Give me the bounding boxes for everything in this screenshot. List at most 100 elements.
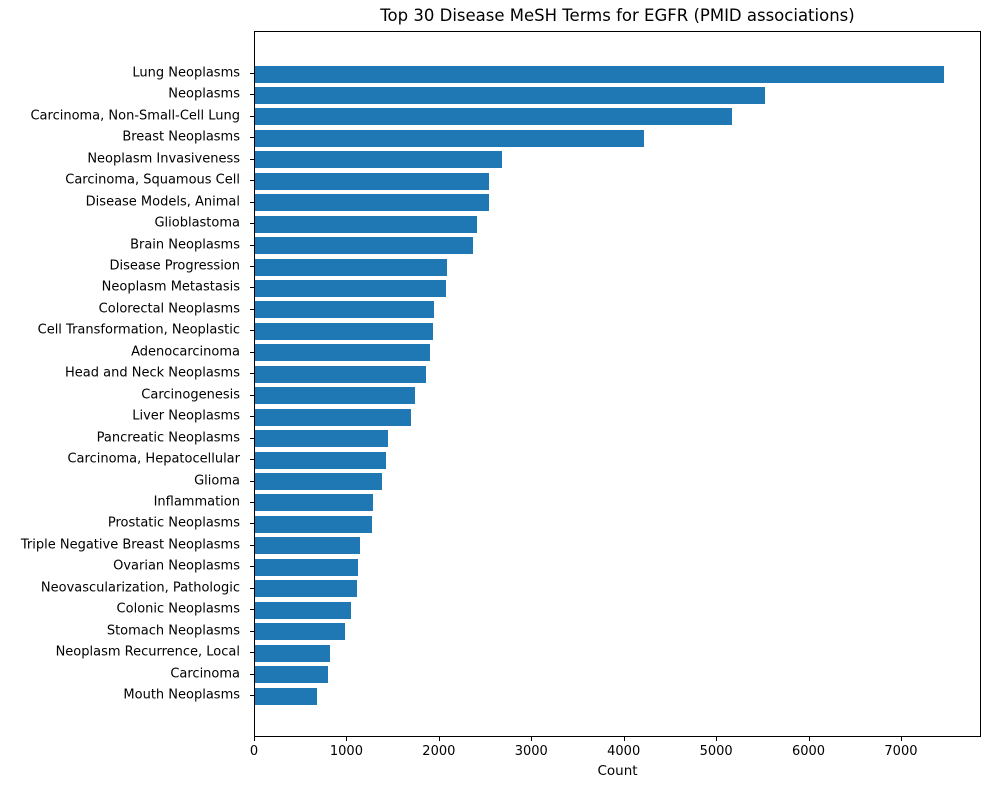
chart-title: Top 30 Disease MeSH Terms for EGFR (PMID…: [380, 6, 855, 25]
y-tick-mark: [250, 587, 254, 589]
bar-pancreatic-neoplasms: [255, 430, 389, 448]
bar-head-and-neck-neoplasms: [255, 365, 427, 383]
x-tick-label: 7000: [884, 744, 918, 759]
y-tick-label: Mouth Neoplasms: [123, 687, 240, 703]
bar-prostatic-neoplasms: [255, 515, 373, 533]
y-tick-label: Triple Negative Breast Neoplasms: [20, 537, 240, 553]
x-tick-mark: [808, 737, 810, 741]
y-tick-mark: [250, 115, 254, 117]
x-tick-label: 5000: [699, 744, 733, 759]
y-tick-label: Head and Neck Neoplasms: [65, 365, 240, 381]
bar-adenocarcinoma: [255, 344, 430, 362]
x-tick-mark: [716, 737, 718, 741]
y-tick-label: Glioblastoma: [154, 215, 240, 231]
y-tick-label: Carcinogenesis: [141, 387, 240, 403]
y-tick-label: Liver Neoplasms: [132, 408, 240, 424]
y-tick-label: Inflammation: [153, 494, 240, 510]
y-tick-mark: [250, 544, 254, 546]
y-tick-label: Carcinoma, Hepatocellular: [67, 451, 240, 467]
y-tick-mark: [250, 373, 254, 375]
y-tick-label: Cell Transformation, Neoplastic: [37, 322, 240, 338]
y-tick-mark: [250, 673, 254, 675]
x-tick-mark: [623, 737, 625, 741]
bar-inflammation: [255, 494, 373, 512]
bar-mouth-neoplasms: [255, 687, 317, 705]
y-tick-label: Prostatic Neoplasms: [107, 515, 240, 531]
y-tick-label: Brain Neoplasms: [130, 237, 240, 253]
y-tick-label: Colonic Neoplasms: [116, 601, 240, 617]
x-tick-label: 3000: [514, 744, 548, 759]
bar-carcinogenesis: [255, 387, 415, 405]
bar-carcinoma-non-small-cell-lung: [255, 108, 732, 126]
y-tick-label: Disease Progression: [109, 258, 240, 274]
bar-neoplasm-recurrence-local: [255, 644, 331, 662]
y-tick-mark: [250, 137, 254, 139]
y-tick-mark: [250, 266, 254, 268]
y-tick-mark: [250, 180, 254, 182]
y-tick-label: Ovarian Neoplasms: [113, 558, 240, 574]
bar-glioblastoma: [255, 215, 478, 233]
y-tick-mark: [250, 480, 254, 482]
bar-ovarian-neoplasms: [255, 558, 358, 576]
x-tick-label: 2000: [422, 744, 456, 759]
bar-neoplasm-metastasis: [255, 279, 446, 297]
bar-lung-neoplasms: [255, 65, 945, 83]
y-tick-mark: [250, 566, 254, 568]
y-tick-mark: [250, 330, 254, 332]
x-tick-mark: [900, 737, 902, 741]
y-tick-label: Lung Neoplasms: [132, 65, 240, 81]
y-tick-mark: [250, 501, 254, 503]
y-tick-mark: [250, 523, 254, 525]
y-tick-mark: [250, 223, 254, 225]
x-tick-mark: [346, 737, 348, 741]
bar-disease-progression: [255, 258, 448, 276]
y-tick-label: Neovascularization, Pathologic: [40, 580, 240, 596]
y-tick-label: Pancreatic Neoplasms: [96, 430, 240, 446]
y-tick-label: Disease Models, Animal: [85, 194, 240, 210]
y-tick-label: Neoplasms: [168, 86, 240, 102]
y-tick-mark: [250, 437, 254, 439]
bar-carcinoma-hepatocellular: [255, 451, 386, 469]
y-tick-label: Neoplasm Invasiveness: [87, 151, 240, 167]
x-tick-mark: [254, 737, 255, 741]
x-tick-mark: [531, 737, 533, 741]
x-tick-label: 4000: [607, 744, 641, 759]
y-tick-mark: [250, 308, 254, 310]
y-tick-label: Colorectal Neoplasms: [98, 301, 240, 317]
y-tick-label: Glioma: [194, 473, 240, 489]
y-tick-label: Carcinoma: [170, 666, 240, 682]
x-tick-mark: [438, 737, 440, 741]
bar-glioma: [255, 473, 382, 491]
y-tick-label: Breast Neoplasms: [122, 129, 240, 145]
bar-carcinoma: [255, 666, 328, 684]
y-tick-mark: [250, 416, 254, 418]
bar-disease-models-animal: [255, 194, 489, 212]
x-tick-label: 1000: [329, 744, 363, 759]
bar-neovascularization-pathologic: [255, 580, 358, 598]
bar-brain-neoplasms: [255, 237, 473, 255]
y-tick-mark: [250, 244, 254, 246]
y-tick-label: Carcinoma, Non-Small-Cell Lung: [30, 108, 240, 124]
y-tick-mark: [250, 630, 254, 632]
bar-triple-negative-breast-neoplasms: [255, 537, 361, 555]
y-tick-mark: [250, 73, 254, 74]
x-tick-label: 0: [249, 744, 259, 759]
y-tick-mark: [250, 695, 254, 696]
bar-colonic-neoplasms: [255, 601, 351, 619]
bar-neoplasm-invasiveness: [255, 151, 502, 169]
y-tick-mark: [250, 351, 254, 353]
bar-liver-neoplasms: [255, 408, 411, 426]
y-tick-mark: [250, 201, 254, 203]
y-tick-mark: [250, 609, 254, 611]
y-tick-mark: [250, 459, 254, 461]
y-tick-mark: [250, 158, 254, 160]
bar-colorectal-neoplasms: [255, 301, 434, 319]
bar-breast-neoplasms: [255, 129, 645, 147]
y-tick-mark: [250, 652, 254, 654]
y-tick-mark: [250, 287, 254, 289]
x-axis-label: Count: [597, 763, 638, 779]
bar-cell-transformation-neoplastic: [255, 322, 433, 340]
y-tick-label: Neoplasm Metastasis: [101, 279, 240, 295]
y-tick-label: Carcinoma, Squamous Cell: [65, 172, 240, 188]
